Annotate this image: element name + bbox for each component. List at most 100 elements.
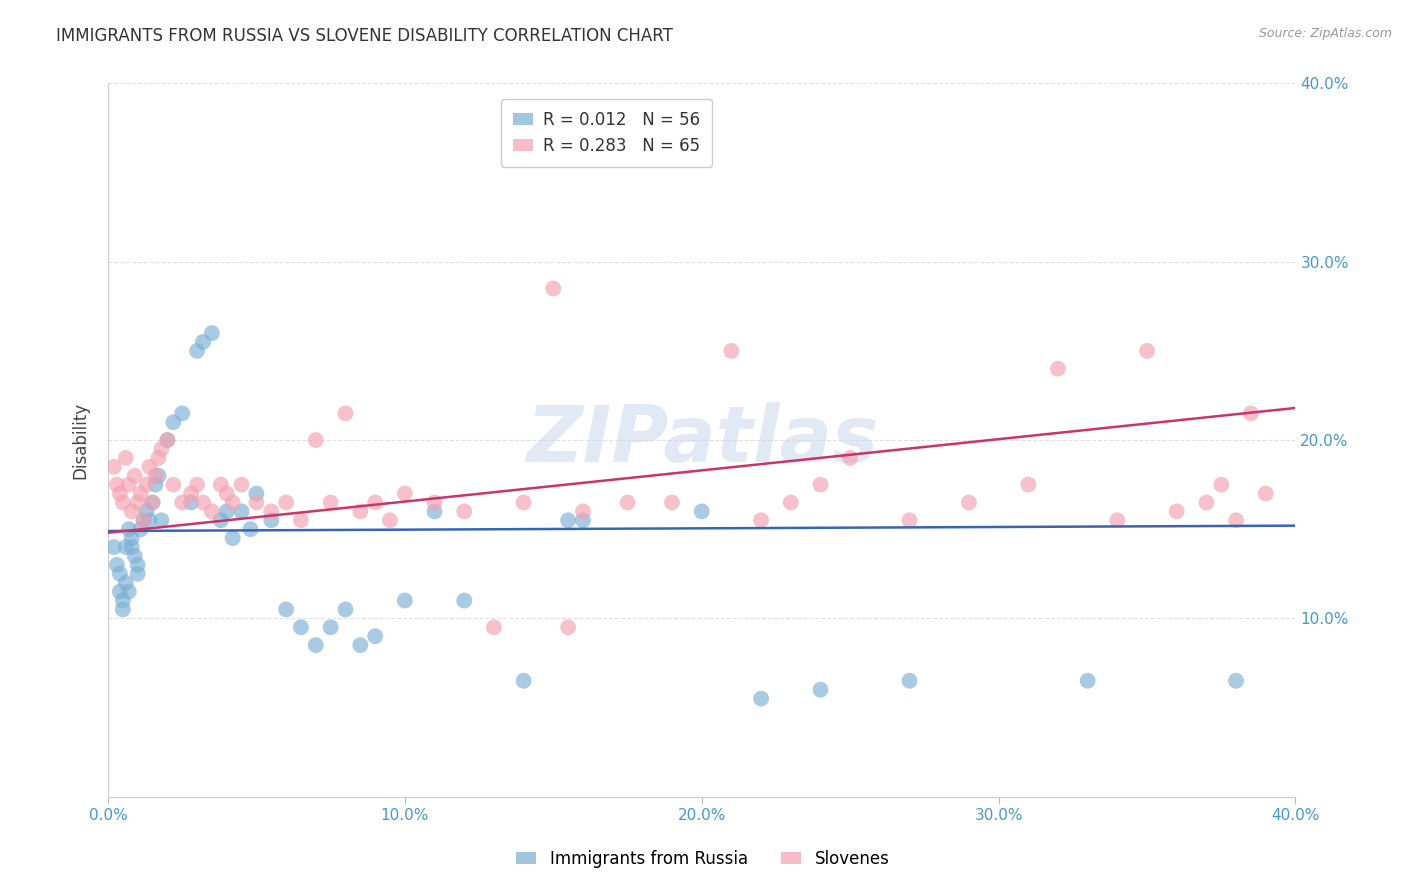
Point (335, 602, 357, 616)
Point (260, 513, 283, 527)
Point (148, 468, 170, 483)
Point (221, 531, 243, 545)
Point (150, 513, 173, 527)
Point (1225, 513, 1247, 527)
Point (172, 495, 194, 509)
Point (180, 495, 202, 509)
Legend: Immigrants from Russia, Slovenes: Immigrants from Russia, Slovenes (510, 844, 896, 875)
Point (394, 593, 416, 607)
Point (349, 504, 371, 518)
Point (661, 495, 683, 509)
Point (127, 558, 149, 572)
Point (305, 433, 328, 447)
Point (121, 540, 143, 554)
Point (1077, 673, 1099, 688)
Point (543, 281, 565, 295)
Point (209, 513, 232, 527)
Point (290, 620, 312, 634)
Point (260, 504, 283, 518)
Point (1225, 673, 1247, 688)
Point (231, 477, 253, 491)
Point (810, 682, 832, 697)
Point (114, 540, 136, 554)
Point (156, 433, 179, 447)
Point (141, 495, 163, 509)
Point (135, 477, 157, 491)
Point (105, 558, 128, 572)
Point (111, 495, 134, 509)
Point (186, 343, 208, 358)
Point (121, 531, 143, 545)
Point (186, 477, 208, 491)
Point (274, 495, 297, 509)
Point (103, 459, 125, 474)
Point (114, 450, 136, 465)
Point (148, 450, 170, 465)
Point (108, 584, 131, 599)
Point (191, 495, 214, 509)
Point (453, 593, 475, 607)
Point (141, 495, 163, 509)
Point (1107, 513, 1129, 527)
Point (1136, 343, 1159, 358)
Point (231, 504, 253, 518)
Point (898, 513, 921, 527)
Point (150, 442, 173, 456)
Point (319, 495, 342, 509)
Point (810, 477, 832, 491)
Point (135, 504, 157, 518)
Point (138, 513, 160, 527)
Point (1017, 477, 1039, 491)
Point (378, 513, 401, 527)
Point (105, 477, 128, 491)
Point (305, 638, 328, 652)
Point (245, 495, 267, 509)
Point (172, 406, 194, 420)
Point (1240, 406, 1263, 420)
Point (215, 504, 238, 518)
Point (557, 620, 579, 634)
Point (1195, 495, 1218, 509)
Point (1254, 486, 1277, 500)
Point (145, 477, 167, 491)
Point (779, 495, 801, 509)
Point (132, 513, 155, 527)
Text: ZIPatlas: ZIPatlas (526, 402, 877, 478)
Point (121, 504, 143, 518)
Point (720, 343, 742, 358)
Point (127, 566, 149, 581)
Point (957, 495, 980, 509)
Point (557, 513, 579, 527)
Point (394, 486, 416, 500)
Point (690, 504, 713, 518)
Point (162, 477, 184, 491)
Point (118, 477, 141, 491)
Point (274, 602, 297, 616)
Point (364, 629, 387, 643)
Point (118, 522, 141, 536)
Point (145, 468, 167, 483)
Point (245, 486, 267, 500)
Point (201, 504, 224, 518)
Point (103, 540, 125, 554)
Point (239, 522, 262, 536)
Point (290, 513, 312, 527)
Point (512, 495, 534, 509)
Point (209, 477, 232, 491)
Point (749, 513, 772, 527)
Point (108, 566, 131, 581)
Point (162, 415, 184, 429)
Point (138, 459, 160, 474)
Point (423, 495, 446, 509)
Point (215, 486, 238, 500)
Legend: R = 0.012   N = 56, R = 0.283   N = 65: R = 0.012 N = 56, R = 0.283 N = 65 (502, 99, 711, 167)
Y-axis label: Disability: Disability (72, 401, 89, 479)
Point (898, 673, 921, 688)
Point (129, 486, 152, 500)
Text: IMMIGRANTS FROM RUSSIA VS SLOVENE DISABILITY CORRELATION CHART: IMMIGRANTS FROM RUSSIA VS SLOVENE DISABI… (56, 27, 673, 45)
Point (111, 602, 134, 616)
Point (512, 673, 534, 688)
Point (616, 495, 638, 509)
Point (572, 513, 595, 527)
Point (180, 486, 202, 500)
